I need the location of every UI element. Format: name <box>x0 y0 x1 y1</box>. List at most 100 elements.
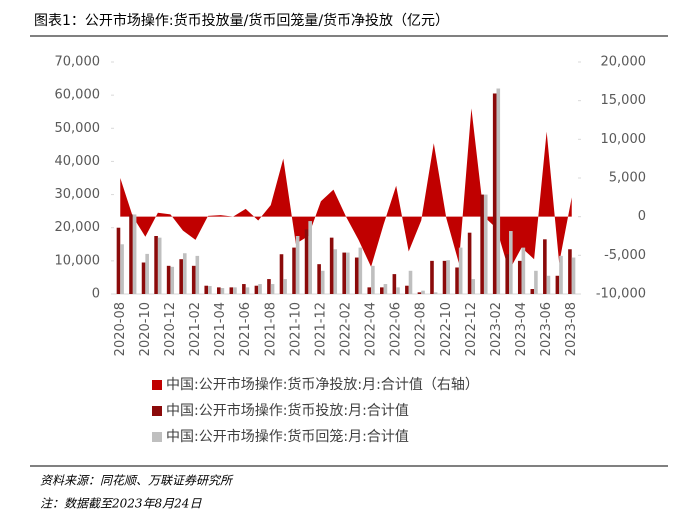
bar <box>430 260 434 294</box>
bar <box>170 266 175 294</box>
bar <box>446 260 450 294</box>
bar <box>521 247 526 294</box>
bar <box>179 259 183 294</box>
bar <box>492 93 497 294</box>
y2-tick-label: -10,000 <box>596 287 646 302</box>
bar <box>220 288 225 294</box>
bar <box>283 279 287 294</box>
bar <box>320 270 325 294</box>
y2-tick-label: -5,000 <box>604 248 646 263</box>
legend-label: 中国:公开市场操作:货币投放:月:合计值 <box>166 402 409 419</box>
bar <box>380 287 384 294</box>
y2-tick-label: 0 <box>638 209 646 224</box>
bar <box>546 275 551 294</box>
y2-tick-label: 15,000 <box>601 93 647 108</box>
bar <box>442 260 447 294</box>
legend-label: 中国:公开市场操作:货币回笼:月:合计值 <box>166 428 409 445</box>
x-tick-label: 2023-06 <box>539 302 554 356</box>
bar <box>496 88 501 294</box>
y2-tick-label: 20,000 <box>601 55 647 70</box>
y-tick-label: 10,000 <box>55 253 101 268</box>
legend-swatch <box>152 432 162 442</box>
bar <box>295 236 300 294</box>
bar <box>483 194 488 294</box>
note: 注：数据截至2023年8月24日 <box>40 497 202 511</box>
bar <box>242 284 246 294</box>
bar <box>166 265 171 294</box>
bar <box>383 284 388 294</box>
bar <box>405 285 409 294</box>
bar <box>145 253 149 294</box>
bar <box>195 255 200 294</box>
bar <box>555 275 560 294</box>
x-tick-label: 2020-10 <box>138 302 153 356</box>
bar <box>467 232 472 294</box>
bar <box>509 231 513 294</box>
x-tick-label: 2020-12 <box>163 302 178 356</box>
bar <box>333 249 338 294</box>
x-tick-label: 2022-06 <box>389 302 404 356</box>
y-tick-label: 60,000 <box>55 88 101 103</box>
bar <box>182 253 187 294</box>
bar <box>396 287 400 294</box>
bar <box>417 292 422 294</box>
net-area <box>120 108 572 271</box>
x-tick-label: 2022-02 <box>339 302 354 356</box>
y-tick-label: 70,000 <box>55 55 101 70</box>
x-tick-label: 2021-08 <box>263 302 278 356</box>
bar <box>534 270 538 294</box>
legend-swatch <box>152 380 162 390</box>
bar <box>267 279 271 294</box>
bar <box>120 244 124 294</box>
bar <box>346 252 350 294</box>
bar <box>270 284 275 294</box>
source: 资料来源：同花顺、万联证券研究所 <box>40 474 234 488</box>
bar <box>258 284 262 294</box>
y-tick-label: 0 <box>92 287 100 302</box>
y-tick-label: 40,000 <box>55 154 101 169</box>
x-tick-label: 2021-06 <box>238 302 253 356</box>
x-tick-label: 2022-10 <box>439 302 454 356</box>
bar <box>568 249 572 294</box>
bar <box>216 287 221 294</box>
bar <box>559 255 563 294</box>
bar <box>292 247 296 294</box>
bar <box>254 285 259 294</box>
x-tick-label: 2023-08 <box>564 302 579 356</box>
bar <box>204 285 209 294</box>
x-tick-label: 2021-04 <box>213 302 228 356</box>
y-tick-label: 30,000 <box>55 187 101 202</box>
bar <box>233 287 237 294</box>
bar <box>317 264 321 294</box>
x-tick-label: 2021-12 <box>313 302 328 356</box>
bar <box>471 279 476 294</box>
bar <box>408 270 413 294</box>
y2-tick-label: 5,000 <box>609 171 646 186</box>
bar <box>342 252 346 294</box>
legend-swatch <box>152 406 162 416</box>
bar <box>421 290 425 294</box>
bar <box>543 239 547 294</box>
x-tick-label: 2022-08 <box>414 302 429 356</box>
x-tick-label: 2023-04 <box>514 302 529 356</box>
bar <box>458 247 463 294</box>
chart-title: 图表1：公开市场操作:货币投放量/货币回笼量/货币净投放（亿元） <box>34 12 449 29</box>
x-tick-label: 2021-10 <box>288 302 303 356</box>
x-tick-label: 2021-02 <box>188 302 203 356</box>
bar <box>129 214 133 294</box>
bar <box>571 257 576 294</box>
legend-label: 中国:公开市场操作:货币净投放:月:合计值（右轴） <box>166 376 479 393</box>
bar <box>208 286 212 294</box>
bar <box>517 260 522 294</box>
bar <box>304 229 309 294</box>
bar <box>154 236 158 294</box>
bar <box>354 257 359 294</box>
bar <box>132 214 137 294</box>
x-tick-label: 2022-04 <box>364 302 379 356</box>
bar <box>505 254 510 294</box>
bar <box>358 247 363 294</box>
bar <box>480 194 484 294</box>
bar <box>392 274 397 294</box>
y-tick-label: 50,000 <box>55 121 101 136</box>
